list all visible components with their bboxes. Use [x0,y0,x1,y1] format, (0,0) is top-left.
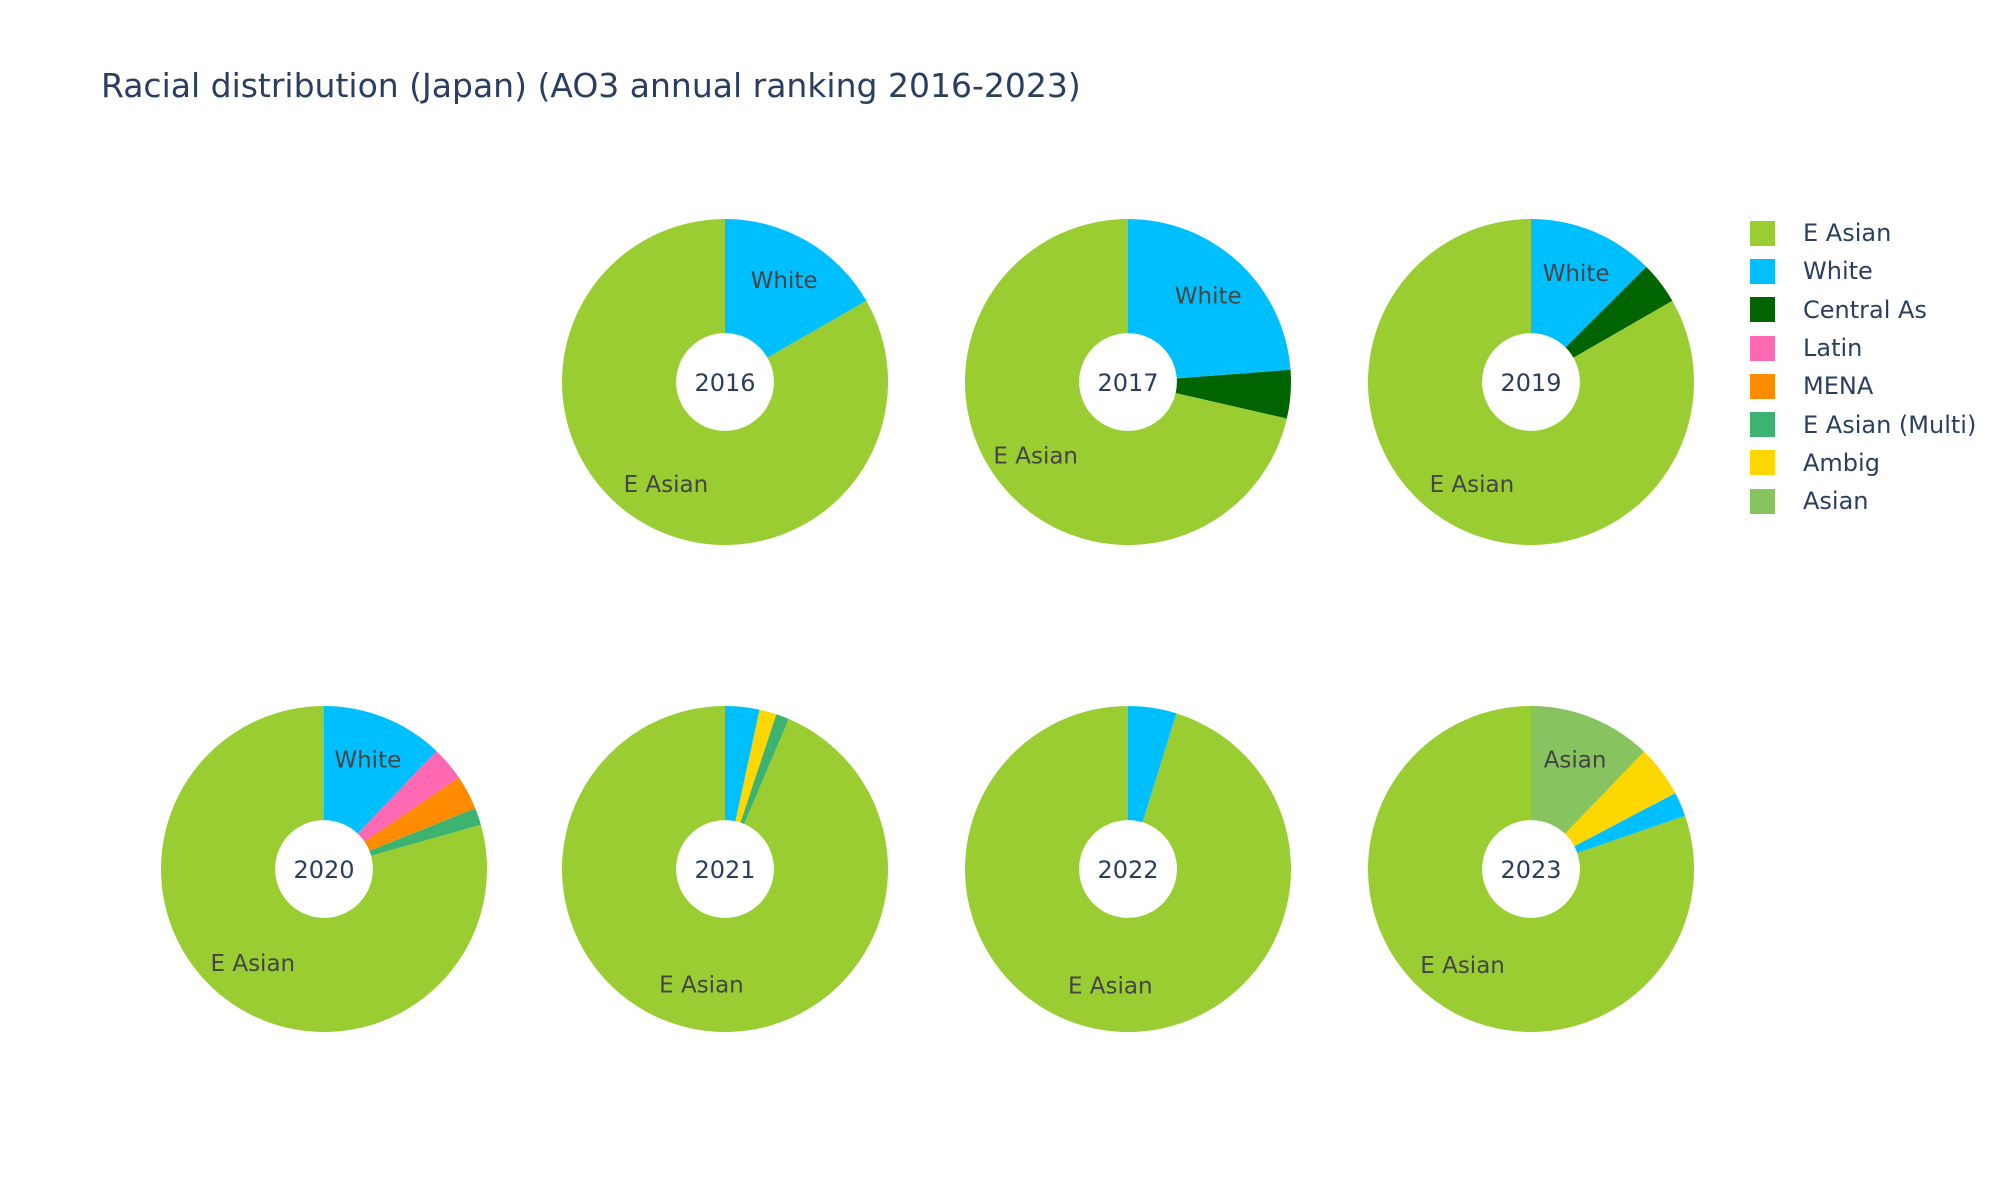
legend-label: Asian [1803,487,1869,516]
pie-2016: E Asian White 2016 [561,219,888,546]
legend-swatch [1750,412,1775,438]
slice-2020-white[interactable] [324,706,437,834]
legend-label: Latin [1803,334,1863,363]
slice-label-2021-0: E Asian [659,973,744,999]
slice-label-2016-1: White [751,268,818,294]
slice-2023-white[interactable] [1574,793,1686,854]
legend-item-e-asian-multi[interactable]: E Asian (Multi) [1750,405,1976,443]
legend-item-central-as[interactable]: Central As [1750,291,1976,329]
slice-2017-white[interactable] [1128,219,1291,379]
slice-2023-e-asian[interactable] [1367,706,1694,1032]
pie-center-label-2016: 2016 [694,369,755,397]
legend-swatch [1750,258,1775,284]
legend-swatch [1750,220,1775,246]
slice-2016-e-asian[interactable] [561,219,888,546]
slice-label-2017-2: White [1175,284,1242,310]
legend-swatch [1750,297,1775,323]
slice-label-2017-0: E Asian [993,443,1078,469]
pie-center-label-2021: 2021 [694,856,755,884]
slice-2022-white[interactable] [1128,706,1177,823]
slice-2019-white[interactable] [1531,219,1647,348]
legend-swatch [1750,373,1775,399]
legend-item-asian[interactable]: Asian [1750,482,1976,520]
slice-2017-central-as[interactable] [1175,369,1291,419]
slice-2021-e-asian[interactable] [562,706,888,1032]
pie-2023: E Asian Asian 2023 [1367,706,1694,1032]
slice-label-2023-3: Asian [1544,748,1607,774]
slice-label-2020-4: White [334,747,401,773]
slice-2023-asian[interactable] [1531,706,1645,834]
legend-label: E Asian [1803,219,1892,248]
legend-label: MENA [1803,372,1874,401]
slice-2019-central-as[interactable] [1565,266,1673,358]
slice-label-2023-0: E Asian [1420,953,1505,979]
legend-item-ambig[interactable]: Ambig [1750,444,1976,482]
pie-center-label-2017: 2017 [1097,369,1158,397]
slice-2020-e-asian-multi[interactable] [369,808,481,856]
legend-swatch [1750,335,1775,361]
pie-2022: E Asian 2022 [965,706,1292,1032]
slice-2021-white[interactable] [725,706,760,822]
legend-label: Central As [1803,295,1927,324]
slice-label-2020-0: E Asian [211,951,296,977]
slice-2021-ambig[interactable] [735,709,777,823]
legend-item-e-asian[interactable]: E Asian [1750,214,1976,252]
slice-2021-e-asian-multi[interactable] [740,714,789,825]
slice-2023-ambig[interactable] [1564,751,1676,847]
legend: E Asian White Central As Latin MENA E Asian (… [1750,214,1976,520]
pie-center-label-2020: 2020 [293,856,354,884]
pie-center-label-2019: 2019 [1500,369,1561,397]
slice-2016-white[interactable] [725,219,867,358]
legend-item-latin[interactable]: Latin [1750,329,1976,367]
pie-2020: E Asian White 2020 [161,706,488,1032]
pie-2021: E Asian 2021 [562,706,888,1032]
chart-title: Racial distribution (Japan) (AO3 annual … [101,66,1081,105]
slice-label-2019-2: White [1543,261,1610,287]
legend-label: Ambig [1803,448,1880,477]
legend-item-white[interactable]: White [1750,252,1976,290]
legend-swatch [1750,488,1775,514]
slice-label-2016-0: E Asian [624,472,709,498]
pie-center-label-2023: 2023 [1500,856,1561,884]
slice-2020-mena[interactable] [364,777,476,851]
slice-2020-e-asian[interactable] [161,706,488,1032]
legend-label: E Asian (Multi) [1803,410,1977,439]
slice-label-2022-0: E Asian [1068,974,1153,1000]
pie-center-label-2022: 2022 [1097,856,1158,884]
legend-swatch [1750,450,1775,476]
slice-label-2019-0: E Asian [1430,472,1515,498]
pie-2019: E Asian White 2019 [1367,219,1695,545]
slice-2017-e-asian[interactable] [965,219,1287,545]
pie-2017: E Asian White 2017 [965,219,1291,545]
legend-label: White [1803,257,1873,286]
slice-2022-e-asian[interactable] [965,706,1292,1032]
slice-2020-latin[interactable] [357,750,459,842]
slice-2019-e-asian[interactable] [1367,219,1695,545]
legend-item-mena[interactable]: MENA [1750,367,1976,405]
